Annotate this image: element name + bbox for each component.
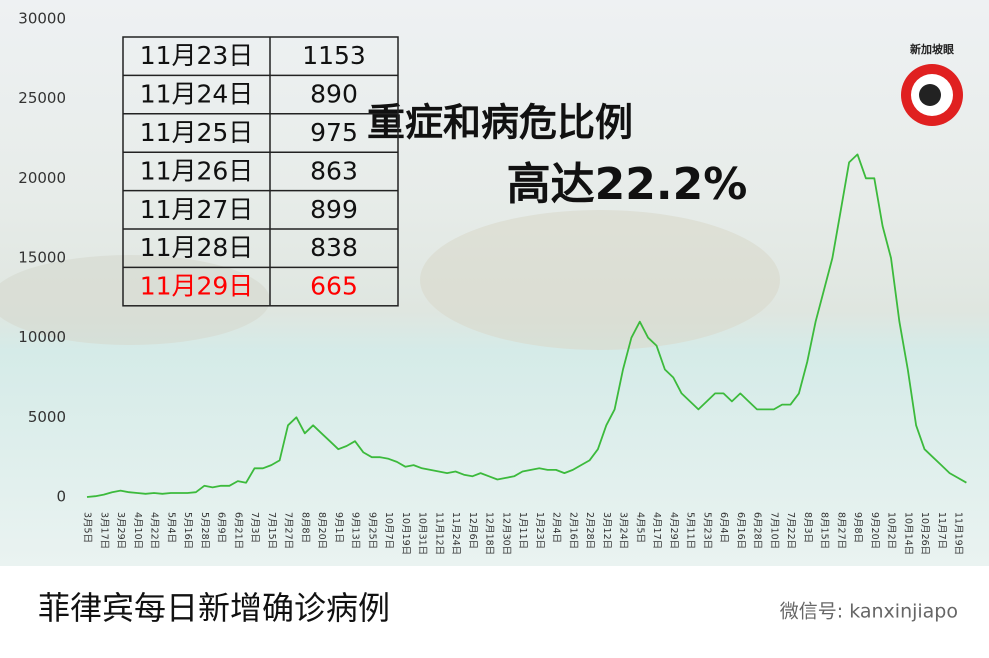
x-tick-label: 8月15日: [819, 512, 830, 549]
y-tick-label: 25000: [18, 89, 66, 107]
y-tick-label: 10000: [18, 328, 66, 346]
x-tick-label: 9月13日: [350, 512, 361, 549]
x-tick-label: 3月5日: [82, 512, 93, 543]
watermark: 微信号: kanxinjiapo: [780, 601, 958, 623]
table-value: 1153: [302, 41, 366, 70]
x-tick-label: 5月16日: [182, 512, 193, 549]
y-tick-label: 5000: [28, 408, 66, 426]
caption: 菲律宾每日新增确诊病例: [38, 589, 390, 627]
annotation: 高达22.2%: [507, 159, 748, 210]
rock-shape: [420, 210, 780, 350]
x-tick-label: 9月20日: [869, 512, 880, 549]
table-date: 11月28日: [140, 233, 254, 262]
x-tick-label: 7月22日: [785, 512, 796, 549]
x-tick-label: 6月9日: [216, 512, 227, 543]
x-tick-label: 4月5日: [634, 512, 645, 543]
x-tick-label: 1月23日: [534, 512, 545, 549]
caption-area: [0, 566, 989, 658]
x-tick-label: 2月16日: [567, 512, 578, 549]
x-tick-label: 11月24日: [450, 512, 461, 555]
x-tick-label: 9月8日: [852, 512, 863, 543]
x-tick-label: 4月22日: [149, 512, 160, 549]
table-value: 665: [310, 272, 358, 301]
x-tick-label: 2月28日: [584, 512, 595, 549]
x-tick-label: 10月2日: [886, 512, 897, 549]
y-tick-label: 15000: [18, 249, 66, 267]
x-tick-label: 11月7日: [936, 512, 947, 549]
x-tick-label: 8月20日: [316, 512, 327, 549]
rock-shape: [0, 255, 270, 345]
x-tick-label: 3月29日: [115, 512, 126, 549]
x-tick-label: 6月21日: [232, 512, 243, 549]
x-tick-label: 10月19日: [400, 512, 411, 555]
x-tick-label: 3月17日: [98, 512, 109, 549]
annotation: 重症和病危比例: [367, 101, 633, 145]
logo-text: 新加坡眼: [910, 42, 954, 56]
x-tick-label: 12月6日: [467, 512, 478, 549]
x-tick-label: 4月10日: [132, 512, 143, 549]
table-date: 11月26日: [140, 156, 254, 185]
x-tick-label: 1月11日: [517, 512, 528, 549]
x-tick-label: 6月16日: [735, 512, 746, 549]
x-tick-label: 11月12日: [433, 512, 444, 555]
x-tick-label: 6月28日: [752, 512, 763, 549]
y-tick-label: 30000: [18, 10, 66, 28]
logo-eye: [919, 84, 941, 106]
x-tick-label: 10月31日: [417, 512, 428, 555]
x-tick-label: 10月7日: [383, 512, 394, 549]
x-tick-label: 4月17日: [651, 512, 662, 549]
x-tick-label: 7月3日: [249, 512, 260, 543]
table-value: 838: [310, 233, 358, 262]
x-tick-label: 5月23日: [701, 512, 712, 549]
x-tick-label: 10月14日: [902, 512, 913, 555]
x-tick-label: 7月27日: [283, 512, 294, 549]
table-date: 11月24日: [140, 80, 254, 109]
table-date: 11月27日: [140, 195, 254, 224]
y-tick-label: 20000: [18, 169, 66, 187]
x-tick-label: 6月4日: [718, 512, 729, 543]
table-value: 863: [310, 156, 358, 185]
table-value: 899: [310, 195, 358, 224]
x-tick-label: 5月4日: [165, 512, 176, 543]
data-line: [86, 153, 967, 498]
y-tick-label: 0: [56, 488, 66, 506]
x-tick-label: 9月25日: [366, 512, 377, 549]
x-tick-label: 12月18日: [484, 512, 495, 555]
table-value: 975: [310, 118, 358, 147]
x-tick-label: 8月3日: [802, 512, 813, 543]
x-tick-label: 4月29日: [668, 512, 679, 549]
table-date: 11月23日: [140, 41, 254, 70]
x-tick-label: 8月27日: [835, 512, 846, 549]
table-value: 890: [310, 80, 358, 109]
x-tick-label: 5月28日: [199, 512, 210, 549]
x-tick-label: 3月12日: [601, 512, 612, 549]
x-tick-label: 3月24日: [618, 512, 629, 549]
table-date: 11月25日: [140, 118, 254, 147]
x-tick-label: 10月26日: [919, 512, 930, 555]
x-tick-label: 8月8日: [299, 512, 310, 543]
table-date: 11月29日: [140, 272, 254, 301]
table-frame: [122, 36, 399, 307]
x-tick-label: 11月19日: [953, 512, 964, 555]
x-tick-label: 12月30日: [500, 512, 511, 555]
x-tick-label: 7月10日: [768, 512, 779, 549]
x-tick-label: 9月1日: [333, 512, 344, 543]
x-tick-label: 2月4日: [551, 512, 562, 543]
x-tick-label: 5月11日: [685, 512, 696, 549]
x-tick-label: 7月15日: [266, 512, 277, 549]
